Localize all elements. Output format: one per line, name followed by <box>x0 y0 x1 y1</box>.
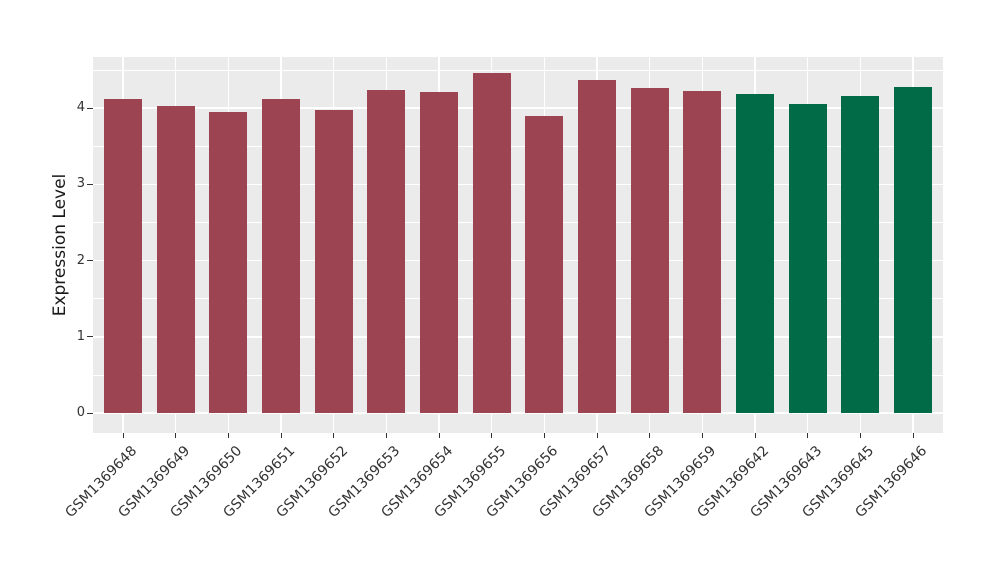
x-tick-mark <box>491 433 493 438</box>
x-tick-mark <box>175 433 177 438</box>
gridline-minor <box>93 145 943 147</box>
bar-GSM1369659 <box>683 90 722 414</box>
y-tick-label: 2 <box>76 252 85 268</box>
bar-GSM1369642 <box>736 93 774 414</box>
gridline-minor <box>93 374 943 376</box>
x-tick-mark <box>596 433 598 438</box>
x-tick-mark <box>333 433 335 438</box>
bar-GSM1369649 <box>156 105 195 414</box>
bar-GSM1369645 <box>841 95 880 414</box>
y-tick-mark <box>87 183 93 185</box>
bar-GSM1369656 <box>525 116 564 414</box>
y-tick-label: 4 <box>76 100 85 116</box>
gridline-minor <box>93 69 943 71</box>
x-tick-mark <box>438 433 440 438</box>
x-tick-mark <box>701 433 703 438</box>
gridline-minor <box>93 222 943 223</box>
x-tick-mark <box>649 433 651 438</box>
bar-GSM1369654 <box>420 92 458 414</box>
y-tick-mark <box>87 260 93 262</box>
y-tick-label: 3 <box>76 176 85 192</box>
x-tick-mark <box>754 433 756 438</box>
x-tick-mark <box>859 433 861 438</box>
x-tick-mark <box>122 433 124 438</box>
bar-GSM1369648 <box>104 98 142 414</box>
bar-GSM1369655 <box>472 73 511 414</box>
x-tick-mark <box>385 433 387 438</box>
bar-GSM1369657 <box>578 79 616 414</box>
bar-GSM1369646 <box>894 86 932 414</box>
bar-GSM1369650 <box>209 111 248 414</box>
bar-GSM1369652 <box>314 110 353 414</box>
y-tick-label: 1 <box>76 328 85 344</box>
chart-panel <box>93 57 943 433</box>
bar-GSM1369653 <box>367 89 406 414</box>
bar-GSM1369651 <box>262 98 300 414</box>
gridline-major <box>93 107 943 109</box>
x-tick-mark <box>227 433 229 438</box>
y-tick-mark <box>87 336 93 338</box>
gridline-major <box>93 412 943 414</box>
x-tick-mark <box>912 433 914 438</box>
x-tick-mark <box>280 433 282 438</box>
x-tick-mark <box>807 433 809 438</box>
y-tick-mark <box>87 107 93 109</box>
bar-GSM1369643 <box>788 104 827 414</box>
bar-GSM1369658 <box>630 87 669 414</box>
gridline-major <box>93 183 943 186</box>
y-tick-label: 0 <box>76 405 85 421</box>
gridline-major <box>93 336 943 338</box>
gridline-major <box>93 259 943 262</box>
y-tick-mark <box>87 412 93 414</box>
x-tick-mark <box>543 433 545 438</box>
gridline-minor <box>93 298 943 300</box>
